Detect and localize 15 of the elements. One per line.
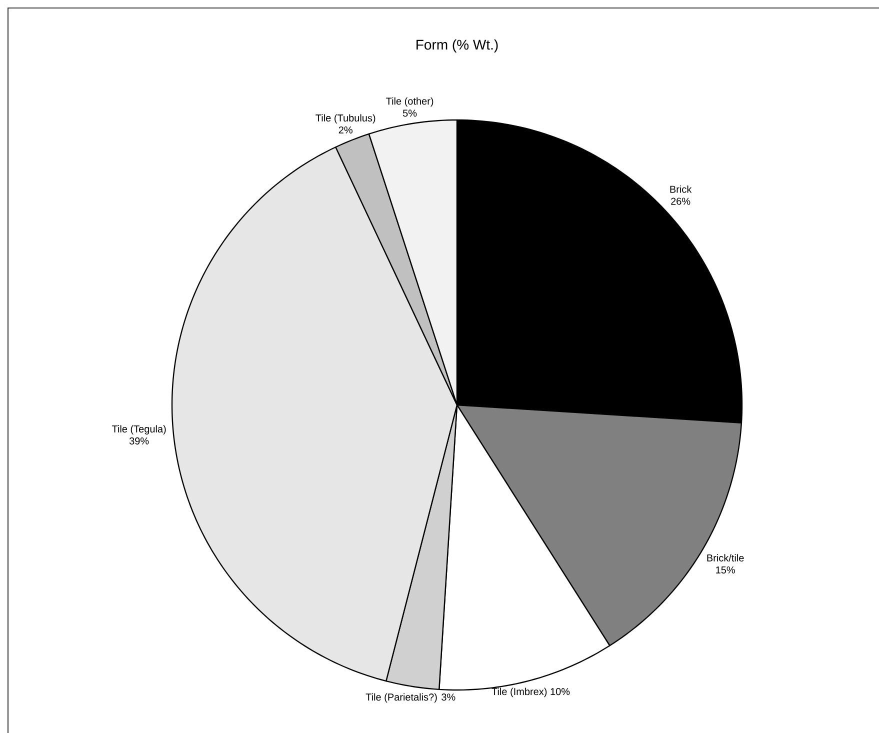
slice-label: Tile (Tegula)	[112, 425, 166, 434]
data-label: 15%	[716, 566, 735, 574]
data-label: 26%	[671, 198, 690, 205]
data-label: 10%	[550, 688, 570, 696]
data-label: 39%	[129, 437, 149, 445]
slice-label: Tile (Imbrex)	[492, 688, 547, 698]
slice-label: Tile (Tubulus)	[316, 114, 376, 124]
slice-label: Tile (other)	[386, 97, 434, 107]
data-label: 2%	[338, 126, 352, 134]
slice-label: Brick	[670, 185, 692, 193]
data-label: 5%	[402, 110, 417, 117]
slice-label: Tile (Parietalis?)	[366, 693, 437, 703]
slice-label: Brick/tile	[707, 554, 744, 562]
chart-title: Form (% Wt.)	[416, 39, 498, 52]
data-label: 3%	[442, 694, 456, 701]
